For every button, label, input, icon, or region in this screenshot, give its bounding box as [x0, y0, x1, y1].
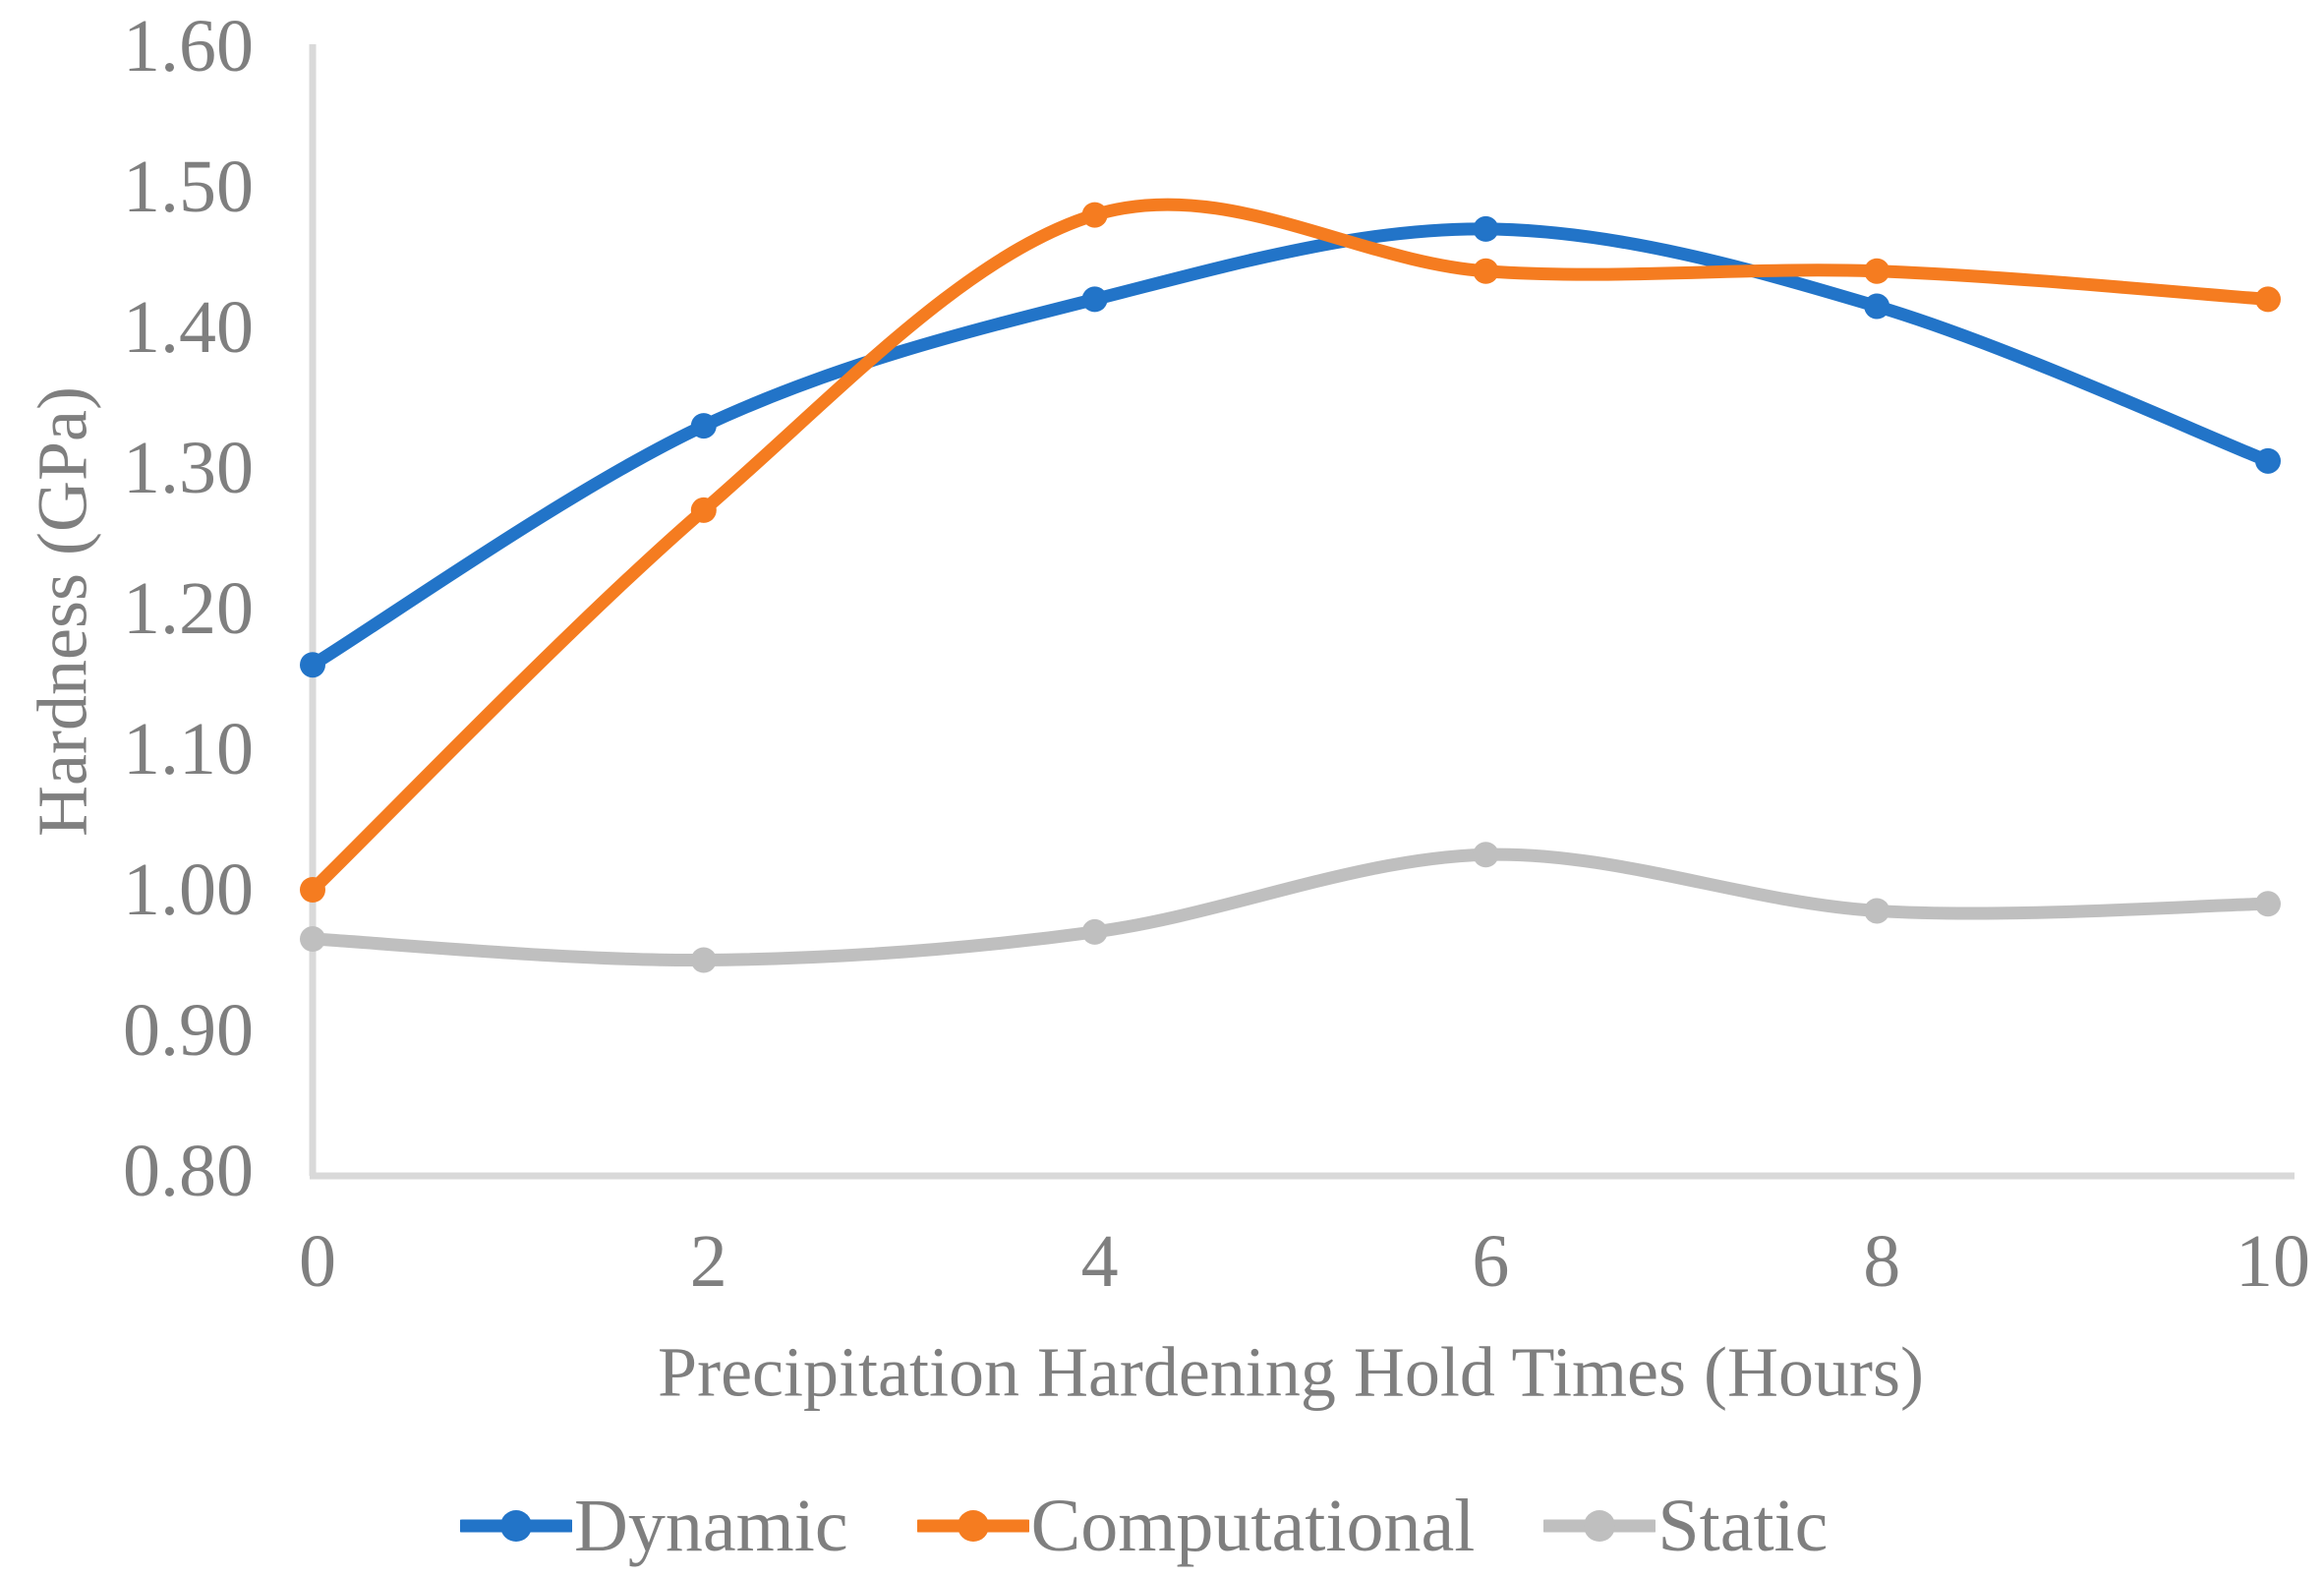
y-axis-title: Hardness (GPa): [23, 386, 102, 837]
x-tick-label: 6: [1472, 1220, 1509, 1303]
series-marker-computational: [300, 877, 325, 903]
series-marker-static: [1473, 842, 1499, 868]
x-tick-label: 8: [1863, 1220, 1900, 1303]
series-line-dynamic: [306, 222, 2275, 672]
series-line-static: [306, 847, 2275, 967]
x-tick-label: 0: [299, 1220, 336, 1303]
series-marker-computational: [690, 497, 717, 523]
y-tick-label: 1.30: [123, 427, 254, 509]
series-marker-static: [1864, 898, 1890, 924]
legend-label-static: Static: [1657, 1485, 1829, 1567]
series-marker-static: [300, 926, 325, 953]
legend-swatch-dynamic-icon: [460, 1510, 572, 1542]
legend-label-computational: Computational: [1030, 1485, 1476, 1567]
series-marker-dynamic: [1864, 293, 1890, 320]
y-tick-label: 1.20: [123, 567, 254, 650]
series-marker-static: [2255, 891, 2281, 917]
legend-label-dynamic: Dynamic: [574, 1485, 848, 1567]
series-line-computational: [306, 198, 2275, 897]
series-marker-computational: [1864, 258, 1890, 284]
y-tick-label: 1.60: [123, 5, 254, 88]
legend-item-static: Static: [1543, 1484, 1828, 1568]
y-tick-label: 1.00: [123, 848, 254, 931]
y-tick-label: 1.40: [123, 286, 254, 369]
legend-item-dynamic: Dynamic: [460, 1484, 848, 1568]
y-tick-label: 0.80: [123, 1130, 254, 1212]
x-tick-label: 2: [690, 1220, 727, 1303]
series-marker-dynamic: [1081, 286, 1108, 313]
x-axis-title: Precipitation Hardening Hold Times (Hour…: [658, 1332, 1924, 1412]
y-tick-label: 1.10: [123, 708, 254, 790]
series-marker-dynamic: [2255, 447, 2281, 474]
series-marker-dynamic: [300, 652, 325, 678]
y-tick-label: 1.50: [123, 146, 254, 228]
series-marker-computational: [2255, 286, 2281, 313]
legend-swatch-static-icon: [1543, 1510, 1656, 1542]
series-marker-computational: [1473, 258, 1499, 284]
series-marker-dynamic: [690, 413, 717, 439]
series-marker-static: [690, 947, 717, 973]
legend-item-computational: Computational: [916, 1484, 1476, 1568]
legend: Dynamic Computational Static: [460, 1484, 1828, 1568]
legend-swatch-computational-icon: [916, 1510, 1029, 1542]
x-tick-label: 10: [2236, 1220, 2310, 1303]
series-marker-static: [1081, 918, 1108, 945]
series-marker-computational: [1081, 202, 1108, 228]
series-marker-dynamic: [1473, 215, 1499, 242]
y-tick-label: 0.90: [123, 989, 254, 1072]
x-tick-label: 4: [1081, 1220, 1119, 1303]
